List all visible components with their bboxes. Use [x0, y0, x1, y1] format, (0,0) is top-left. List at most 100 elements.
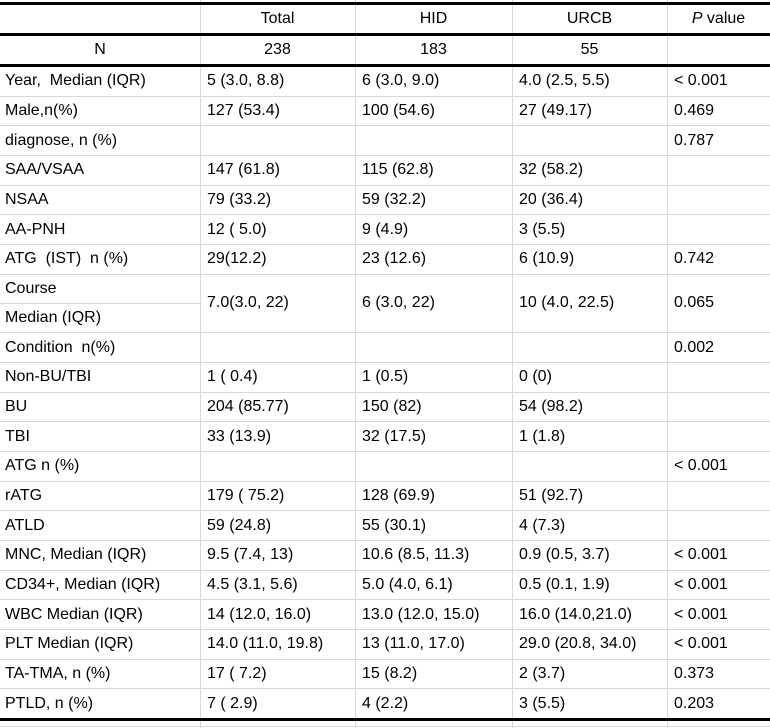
table-row: Year, Median (IQR) 5 (3.0, 8.8) 6 (3.0, 9.… [0, 67, 770, 97]
row-label: Non-BU/TBI [5, 368, 92, 386]
cell-urcb: 6 (10.9) [519, 250, 575, 268]
cell-urcb: 20 (36.4) [519, 191, 584, 209]
cell-urcb [512, 452, 667, 481]
cell-urcb [512, 126, 667, 155]
row-label: Course Median (IQR) [0, 275, 200, 332]
label-divider [0, 303, 200, 305]
cell-urcb: 32 (58.2) [519, 161, 584, 179]
cell-urcb: 54 (98.2) [519, 397, 584, 415]
row-label: ATG (IST) n (%) [5, 250, 129, 268]
cell-urcb: 4.0 (2.5, 5.5) [519, 72, 610, 90]
row-label-line1: Course [5, 280, 57, 298]
header-urcb: URCB [566, 10, 613, 27]
cell-total: 79 (33.2) [207, 191, 272, 209]
sample-size-row: N 238 183 55 [0, 36, 770, 64]
cell-hid: 15 (8.2) [362, 665, 418, 683]
cell-total: 7.0(3.0, 22) [207, 294, 289, 312]
table-row: AA-PNH 12 ( 5.0) 9 (4.9) 3 (5.5) [0, 215, 770, 246]
row-label: TA-TMA, n (%) [5, 665, 111, 683]
cell-hid: 6 (3.0, 22) [362, 294, 435, 312]
table-row: ATG (IST) n (%) 29(12.2) 23 (12.6) 6 (10.9)… [0, 245, 770, 275]
cell-total: 12 ( 5.0) [207, 220, 267, 238]
table-row: WBC Median (IQR) 14 (12.0, 16.0) 13.0 (12.… [0, 600, 770, 631]
cell-total: 9.5 (7.4, 13) [207, 546, 294, 564]
cell-hid: 4 (2.2) [362, 694, 409, 712]
cell-total: 5 (3.0, 8.8) [207, 72, 285, 90]
cell-p: < 0.001 [674, 72, 728, 90]
n-row-bottom-rule [0, 64, 770, 67]
cell-p [667, 186, 770, 215]
row-label: diagnose, n (%) [5, 131, 118, 149]
cell-hid [355, 126, 512, 155]
cell-p [667, 511, 770, 540]
table-row: SAA/VSAA 147 (61.8) 115 (62.8) 32 (58.2) [0, 156, 770, 186]
cell-urcb: 4 (7.3) [519, 516, 566, 534]
cell-hid: 13 (11.0, 17.0) [362, 635, 465, 653]
row-label: rATG [5, 486, 43, 504]
cell-hid: 10.6 (8.5, 11.3) [362, 546, 470, 564]
cell-p [667, 156, 770, 185]
table-row: TA-TMA, n (%) 17 ( 7.2) 15 (8.2) 2 (3.7) 0.3… [0, 660, 770, 690]
table-row: diagnose, n (%) 0.787 [0, 126, 770, 157]
cell-urcb: 10 (4.0, 22.5) [519, 294, 615, 312]
cell-p [667, 393, 770, 422]
table-bottom-rule [0, 718, 770, 721]
row-label: NSAA [5, 191, 49, 209]
p-value-word: value [702, 10, 746, 27]
column-gridline-3 [512, 0, 513, 728]
cell-urcb: 3 (5.5) [519, 220, 566, 238]
cell-total: 59 (24.8) [207, 516, 272, 534]
row-label-line2: Median (IQR) [5, 308, 102, 326]
cell-urcb: 29.0 (20.8, 34.0) [519, 635, 637, 653]
table-row: BU 204 (85.77) 150 (82) 54 (98.2) [0, 393, 770, 423]
cell-urcb: 3 (5.5) [519, 694, 566, 712]
table-body: Year, Median (IQR) 5 (3.0, 8.8) 6 (3.0, 9.… [0, 67, 770, 718]
cell-total: 147 (61.8) [207, 161, 280, 179]
row-label: PTLD, n (%) [5, 694, 94, 712]
column-gridline-1 [200, 0, 201, 728]
cell-hid: 9 (4.9) [362, 220, 409, 238]
cell-p [667, 363, 770, 392]
table-row: CD34+, Median (IQR) 4.5 (3.1, 5.6) 5.0 (4.… [0, 571, 770, 601]
row-label: AA-PNH [5, 220, 66, 238]
row-label: MNC, Median (IQR) [5, 546, 147, 564]
table-row: ATG n (%) < 0.001 [0, 452, 770, 482]
table-row-merged: Course Median (IQR) 7.0(3.0, 22) 6 (3.0, 22… [0, 275, 770, 334]
cell-total: 1 ( 0.4) [207, 368, 258, 386]
table-header-row: Total HID URCB P value [0, 5, 770, 33]
cell-total: 7 ( 2.9) [207, 694, 258, 712]
row-label: BU [5, 397, 28, 415]
column-gridline-2 [355, 0, 356, 728]
header-total: Total [260, 10, 295, 27]
cell-p [667, 215, 770, 244]
cell-hid: 13.0 (12.0, 15.0) [362, 605, 480, 623]
cell-total: 33 (13.9) [207, 427, 272, 445]
cell-p: 0.469 [674, 102, 715, 120]
cell-p: < 0.001 [674, 576, 728, 594]
p-symbol: P [691, 10, 703, 27]
cell-p [667, 482, 770, 511]
n-label: N [94, 41, 106, 58]
row-label: ATLD [5, 516, 45, 534]
row-label: PLT Median (IQR) [5, 635, 134, 653]
cell-p: < 0.001 [674, 605, 728, 623]
cell-hid: 59 (32.2) [362, 191, 427, 209]
row-label: CD34+, Median (IQR) [5, 576, 161, 594]
cell-hid: 150 (82) [362, 397, 422, 415]
cell-hid: 55 (30.1) [362, 516, 427, 534]
cell-hid: 5.0 (4.0, 6.1) [362, 576, 453, 594]
cell-p: < 0.001 [674, 457, 728, 475]
table-top-rule [0, 2, 770, 5]
cell-p: 0.002 [674, 338, 715, 356]
cell-urcb: 0.9 (0.5, 3.7) [519, 546, 610, 564]
cell-hid: 115 (62.8) [362, 161, 434, 179]
cell-total: 4.5 (3.1, 5.6) [207, 576, 298, 594]
cell-urcb [512, 333, 667, 362]
cell-p: 0.203 [674, 694, 715, 712]
cell-hid: 6 (3.0, 9.0) [362, 72, 440, 90]
cell-urcb: 27 (49.17) [519, 102, 592, 120]
cell-hid [355, 452, 512, 481]
header-bottom-rule [0, 33, 770, 36]
cell-total [200, 126, 355, 155]
